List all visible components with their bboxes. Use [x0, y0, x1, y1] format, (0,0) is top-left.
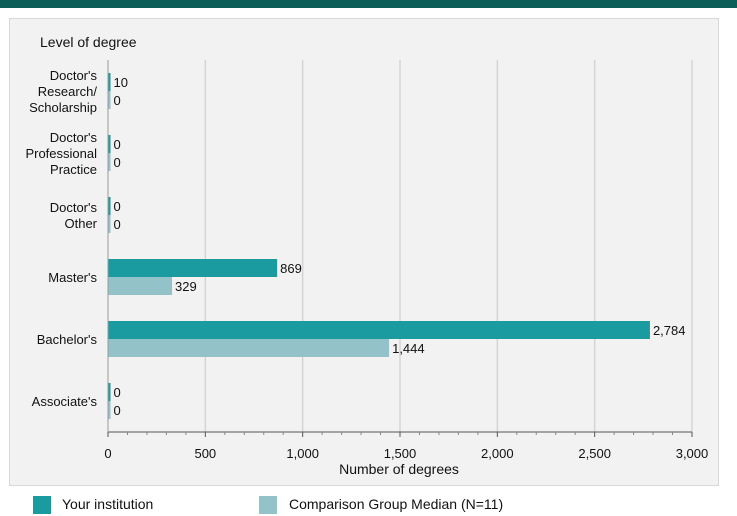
category-label: Bachelor's: [37, 332, 98, 347]
x-tick-label: 3,000: [676, 446, 709, 461]
chart-title: Level of degree: [40, 34, 137, 50]
bar-value-label: 10: [114, 75, 128, 90]
bar-value-label: 0: [114, 93, 121, 108]
category-label: Other: [64, 216, 97, 231]
category-label: Doctor's: [50, 130, 98, 145]
legend-swatch-your-institution: [33, 496, 51, 514]
bar-your-institution: [108, 321, 650, 339]
bar-value-label: 0: [114, 199, 121, 214]
bar-value-label: 0: [114, 385, 121, 400]
bar-comparison-group: [108, 339, 390, 357]
top-accent-bar: [0, 0, 737, 8]
bar-value-label: 0: [114, 155, 121, 170]
legend-swatch-comparison-group: [259, 496, 277, 514]
category-label: Doctor's: [50, 68, 98, 83]
x-axis-label: Number of degrees: [339, 461, 459, 477]
x-tick-label: 1,500: [384, 446, 417, 461]
bar-your-institution: [108, 73, 111, 91]
category-label: Master's: [48, 270, 97, 285]
category-label: Practice: [50, 162, 97, 177]
category-label: Associate's: [32, 394, 98, 409]
legend-label-your-institution: Your institution: [62, 496, 154, 512]
legend-label-comparison-group: Comparison Group Median (N=11): [289, 496, 504, 512]
x-tick-label: 2,500: [578, 446, 611, 461]
bar-comparison-group: [108, 91, 111, 109]
bar-value-label: 869: [280, 261, 302, 276]
bar-value-label: 0: [114, 217, 121, 232]
bar-your-institution: [108, 135, 111, 153]
category-labels: Doctor'sResearch/ScholarshipDoctor'sProf…: [25, 68, 97, 409]
bar-comparison-group: [108, 153, 111, 171]
x-tick-label: 500: [194, 446, 216, 461]
x-tick-label: 0: [104, 446, 111, 461]
legend: Your institution Comparison Group Median…: [0, 494, 737, 514]
bar-value-label: 0: [114, 403, 121, 418]
bar-comparison-group: [108, 401, 111, 419]
bar-comparison-group: [108, 215, 111, 233]
chart-panel: [9, 18, 719, 486]
bar-value-label: 329: [175, 279, 197, 294]
bar-value-label: 2,784: [653, 323, 686, 338]
category-label: Professional: [25, 146, 97, 161]
bar-comparison-group: [108, 277, 173, 295]
x-axis: 0 500 1,000 1,500 2,000 2,500 3,000: [104, 60, 708, 461]
bar-your-institution: [108, 383, 111, 401]
bars: 10 0 0 0 0 0 869 329 2,784 1,444 0 0: [108, 73, 685, 419]
category-label: Doctor's: [50, 200, 98, 215]
bar-value-label: 1,444: [392, 341, 425, 356]
gridlines: [204, 60, 693, 432]
x-tick-label: 1,000: [286, 446, 319, 461]
x-tick-label: 2,000: [481, 446, 514, 461]
category-label: Research/: [38, 84, 98, 99]
category-label: Scholarship: [29, 100, 97, 115]
bar-your-institution: [108, 259, 278, 277]
bar-value-label: 0: [114, 137, 121, 152]
bar-your-institution: [108, 197, 111, 215]
